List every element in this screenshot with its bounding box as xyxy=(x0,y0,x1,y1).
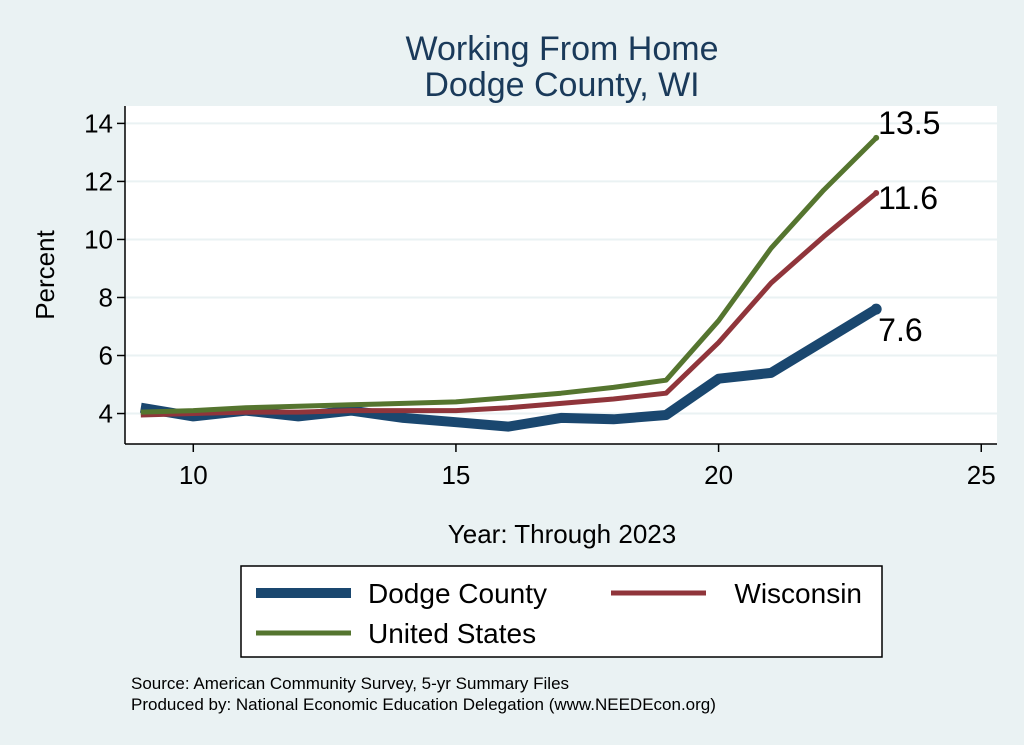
chart-title: Working From Home xyxy=(406,30,719,68)
y-tick-label-6: 6 xyxy=(99,341,113,371)
y-axis-label: Percent xyxy=(30,229,60,319)
source-note: Source: American Community Survey, 5-yr … xyxy=(131,674,569,693)
end-label-wisconsin: 11.6 xyxy=(878,180,938,216)
series-endpoint-dodge-county xyxy=(870,303,882,315)
axes: 4 6 8 10 12 14 10 15 20 25 xyxy=(84,106,997,490)
y-tick-label-4: 4 xyxy=(99,399,113,429)
x-tick-label-10: 10 xyxy=(179,460,208,490)
series-endpoint-wisconsin xyxy=(873,190,880,197)
x-axis-label: Year: Through 2023 xyxy=(448,519,676,549)
series-line-united-states xyxy=(140,136,878,415)
series-group: 7.6 11.6 13.5 xyxy=(139,105,940,432)
legend: Dodge County Wisconsin United States xyxy=(240,565,883,658)
chart-subtitle: Dodge County, WI xyxy=(424,66,699,104)
end-label-united-states: 13.5 xyxy=(878,105,940,141)
y-tick-label-14: 14 xyxy=(84,108,113,138)
produced-by-note: Produced by: National Economic Education… xyxy=(131,695,716,714)
x-tick-label-20: 20 xyxy=(704,460,733,490)
end-label-dodge-county: 7.6 xyxy=(878,312,922,348)
series-endpoint-united-states xyxy=(873,134,880,141)
y-tick-label-8: 8 xyxy=(99,282,113,312)
series-line-wisconsin xyxy=(140,191,878,418)
y-tick-label-10: 10 xyxy=(84,224,113,254)
legend-label-wisconsin: Wisconsin xyxy=(734,578,862,609)
legend-label-dodge-county: Dodge County xyxy=(368,578,547,609)
x-tick-label-15: 15 xyxy=(441,460,470,490)
legend-box xyxy=(240,565,883,658)
x-tick-label-25: 25 xyxy=(967,460,996,490)
y-tick-label-12: 12 xyxy=(84,166,113,196)
legend-label-united-states: United States xyxy=(368,618,536,649)
